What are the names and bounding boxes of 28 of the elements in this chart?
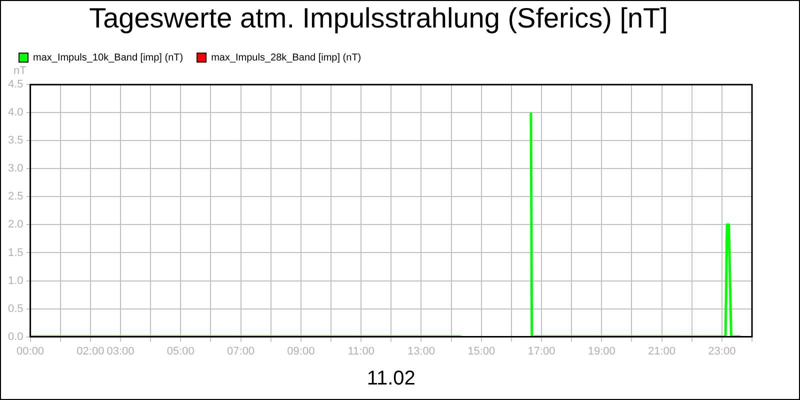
y-tick-label: 1.5 bbox=[8, 246, 24, 259]
x-tick-label: 23:00 bbox=[708, 345, 736, 358]
x-tick-label: 09:00 bbox=[287, 345, 315, 358]
x-tick-label: 02:00 bbox=[76, 345, 104, 358]
legend-label: max_Impuls_28k_Band [imp] (nT) bbox=[211, 52, 362, 64]
x-tick-label: 13:00 bbox=[407, 345, 435, 358]
y-tick-label: 3.5 bbox=[8, 134, 24, 147]
y-tick-label: 4.0 bbox=[8, 106, 24, 119]
x-tick-label: 00:00 bbox=[16, 345, 44, 358]
x-tick-label: 03:00 bbox=[106, 345, 134, 358]
x-tick-label: 05:00 bbox=[166, 345, 194, 358]
y-tick-label: 1.0 bbox=[8, 274, 24, 287]
y-tick-label: 0.5 bbox=[8, 302, 24, 315]
x-tick-label: 15:00 bbox=[468, 345, 496, 358]
x-tick-label: 07:00 bbox=[227, 345, 255, 358]
x-tick-label: 17:00 bbox=[528, 345, 556, 358]
y-tick-label: 2.0 bbox=[8, 218, 24, 231]
y-tick-label: 4.5 bbox=[8, 78, 24, 91]
legend-label: max_Impuls_10k_Band [imp] (nT) bbox=[33, 52, 184, 64]
x-tick-label: 21:00 bbox=[648, 345, 676, 358]
x-tick-label: 19:00 bbox=[588, 345, 616, 358]
y-tick-label: 2.5 bbox=[8, 190, 24, 203]
y-tick-label: 0.0 bbox=[8, 330, 24, 343]
x-tick-label: 11:00 bbox=[348, 345, 374, 358]
y-tick-label: 3.0 bbox=[8, 162, 24, 175]
y-axis-title: nT bbox=[13, 65, 27, 78]
x-axis-title: 11.02 bbox=[366, 368, 416, 390]
chart-title: Tageswerte atm. Impulsstrahlung (Sferics) [nT] bbox=[89, 2, 668, 34]
